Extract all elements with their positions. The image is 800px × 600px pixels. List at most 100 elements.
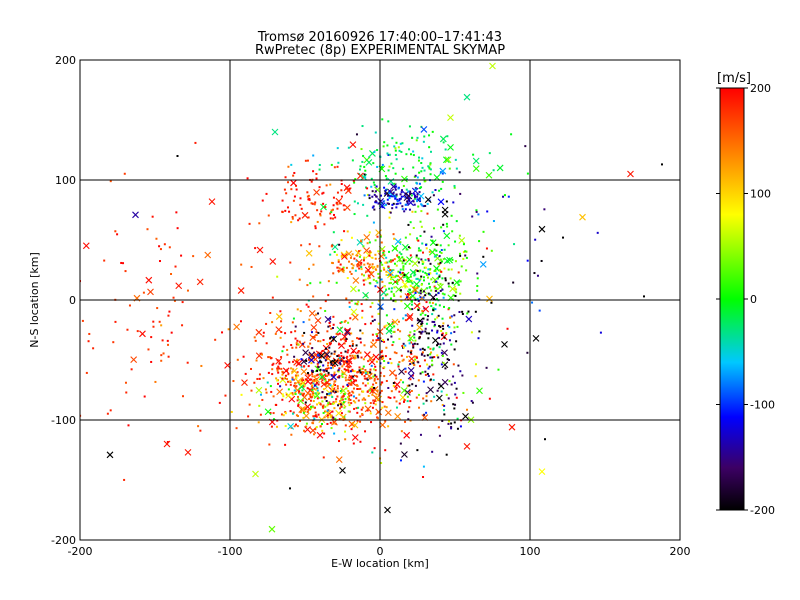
- dot-marker: [346, 383, 349, 386]
- x-tick-label: -100: [218, 545, 243, 558]
- dot-marker: [430, 150, 433, 153]
- dot-marker: [424, 314, 427, 317]
- dot-marker: [383, 375, 386, 378]
- dot-marker: [344, 339, 347, 342]
- dot-marker: [385, 256, 388, 259]
- colorbar-tick-label: 200: [750, 82, 771, 95]
- dot-marker: [338, 202, 341, 205]
- dot-marker: [348, 187, 351, 190]
- dot-marker: [436, 389, 439, 392]
- dot-marker: [291, 346, 294, 349]
- dot-marker: [317, 366, 320, 369]
- dot-marker: [361, 367, 364, 370]
- dot-marker: [462, 243, 465, 246]
- dot-marker: [391, 137, 394, 140]
- dot-marker: [302, 342, 305, 345]
- dot-marker: [399, 268, 402, 271]
- x-marker: [318, 373, 326, 381]
- x-marker: [255, 328, 263, 336]
- dot-marker: [344, 379, 347, 382]
- dot-marker: [403, 399, 406, 402]
- dot-marker: [431, 302, 434, 305]
- dot-marker: [349, 379, 352, 382]
- x-marker: [282, 367, 290, 375]
- x-marker: [441, 378, 449, 386]
- dot-marker: [374, 285, 377, 288]
- dot-marker: [338, 367, 341, 370]
- dot-marker: [385, 288, 388, 291]
- x-marker: [319, 373, 327, 380]
- dot-marker: [436, 342, 439, 345]
- dot-marker: [393, 294, 396, 297]
- dot-marker: [170, 331, 173, 334]
- x-marker: [308, 356, 315, 364]
- dot-marker: [432, 347, 435, 350]
- dot-marker: [408, 391, 411, 394]
- dot-marker: [356, 254, 359, 257]
- dot-marker: [289, 487, 291, 490]
- dot-marker: [355, 344, 358, 347]
- dot-marker: [348, 344, 351, 347]
- dot-marker: [392, 299, 395, 302]
- dot-marker: [414, 291, 417, 294]
- dot-marker: [390, 335, 393, 338]
- x-marker: [351, 421, 359, 429]
- dot-marker: [331, 378, 334, 381]
- dot-marker: [400, 300, 403, 303]
- dot-marker: [373, 386, 376, 389]
- dot-marker: [357, 399, 360, 402]
- dot-marker: [397, 187, 400, 190]
- dot-marker: [330, 360, 333, 363]
- dot-marker: [340, 321, 343, 324]
- dot-marker: [458, 252, 461, 255]
- dot-marker: [348, 410, 351, 413]
- dot-marker: [451, 281, 454, 284]
- dot-marker: [453, 321, 456, 324]
- dot-marker: [289, 383, 292, 386]
- dot-marker: [404, 285, 407, 288]
- dot-marker: [414, 358, 417, 361]
- dot-marker: [425, 247, 428, 250]
- dot-marker: [325, 369, 328, 372]
- dot-marker: [299, 203, 302, 206]
- x-marker: [294, 378, 302, 385]
- dot-marker: [277, 371, 280, 374]
- dot-marker: [329, 384, 332, 387]
- dot-marker: [424, 204, 427, 207]
- dot-marker: [435, 249, 438, 252]
- dot-marker: [422, 380, 425, 383]
- dot-marker: [441, 419, 444, 422]
- dot-marker: [311, 370, 314, 373]
- dot-marker: [372, 221, 375, 224]
- dot-marker: [330, 327, 333, 330]
- dot-marker: [344, 438, 347, 441]
- dot-marker: [400, 354, 403, 357]
- dot-marker: [411, 343, 414, 346]
- dot-marker: [433, 395, 436, 398]
- dot-marker: [433, 227, 436, 230]
- dot-marker: [410, 153, 413, 156]
- dot-marker: [395, 400, 398, 403]
- dot-marker: [326, 342, 329, 345]
- x-marker: [442, 156, 450, 164]
- dot-marker: [317, 392, 320, 395]
- dot-marker: [408, 148, 411, 151]
- dot-marker: [336, 165, 339, 168]
- x-marker: [184, 449, 192, 456]
- x-marker: [305, 249, 313, 257]
- dot-marker: [497, 368, 500, 371]
- dot-marker: [158, 245, 161, 248]
- dot-marker: [65, 301, 67, 303]
- dot-marker: [353, 200, 356, 203]
- dot-marker: [381, 339, 384, 342]
- dot-marker: [394, 147, 397, 150]
- dot-marker: [353, 357, 356, 360]
- x-marker: [324, 316, 332, 323]
- dot-marker: [150, 360, 153, 363]
- x-marker: [300, 368, 308, 376]
- dot-marker: [290, 433, 293, 436]
- dot-marker: [291, 217, 294, 220]
- dot-marker: [410, 349, 413, 352]
- dot-marker: [399, 271, 402, 274]
- dot-marker: [427, 165, 430, 168]
